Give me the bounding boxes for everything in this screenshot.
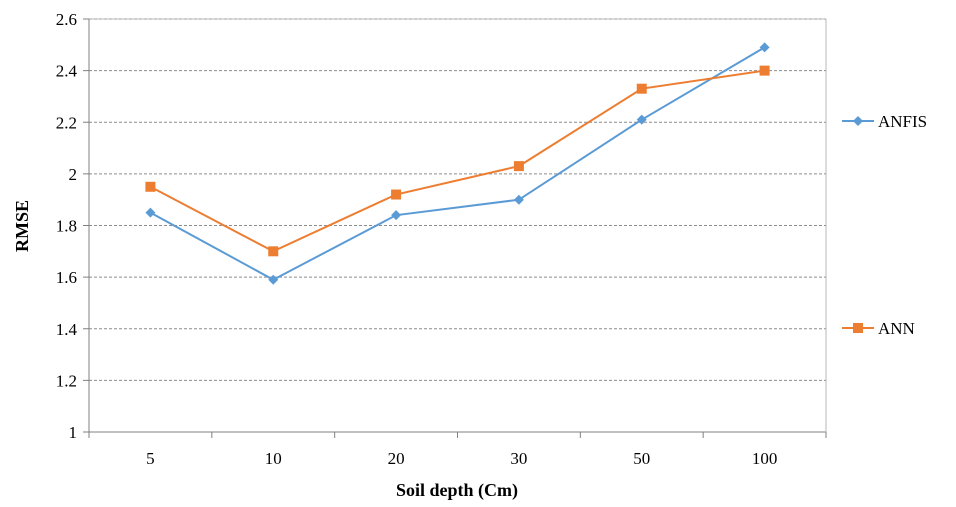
y-tick-label: 2.4	[56, 62, 78, 81]
legend: ANFIS ANN	[842, 112, 927, 338]
y-tick-label: 2	[69, 165, 78, 184]
y-tick-label: 1.6	[56, 268, 77, 287]
data-point-anfis	[513, 194, 524, 205]
x-tick-labels: 5 10 20 30 50 100	[146, 449, 777, 468]
y-tick-label: 1.4	[56, 320, 78, 339]
data-point-anfis	[636, 114, 647, 125]
data-point-anfis	[268, 274, 279, 285]
data-point-ann	[513, 161, 524, 172]
y-tick-labels: 1 1.2 1.4 1.6 1.8 2 2.2 2.4 2.6	[56, 10, 78, 442]
gridlines	[89, 18, 826, 381]
x-tick-label: 30	[510, 449, 527, 468]
y-tick-label: 1.2	[56, 371, 77, 390]
y-tick-label: 2.6	[56, 10, 77, 29]
axes	[83, 18, 827, 438]
y-tick-label: 1.8	[56, 217, 77, 236]
data-point-ann	[145, 181, 156, 192]
x-tick-label: 50	[633, 449, 650, 468]
y-tick-label: 1	[69, 423, 78, 442]
legend-label: ANFIS	[878, 112, 927, 131]
data-point-ann	[391, 189, 402, 200]
x-tick-label: 100	[752, 449, 778, 468]
x-tick-label: 10	[265, 449, 282, 468]
data-point-anfis	[391, 210, 402, 221]
data-point-ann	[268, 246, 279, 257]
data-point-ann	[636, 83, 647, 94]
series-line-ann	[149, 69, 765, 253]
legend-diamond-marker	[853, 116, 863, 126]
series-line-anfis	[149, 46, 766, 281]
legend-item-anfis: ANFIS	[842, 112, 927, 131]
y-axis-title: RMSE	[12, 200, 32, 252]
x-tick-label: 20	[388, 449, 405, 468]
data-point-anfis	[145, 207, 156, 218]
y-tick-label: 2.2	[56, 113, 77, 132]
series-lines	[145, 42, 770, 285]
x-tick-label: 5	[146, 449, 155, 468]
x-axis-title: Soil depth (Cm)	[396, 480, 518, 501]
legend-label: ANN	[878, 319, 915, 338]
data-point-anfis	[759, 42, 770, 53]
legend-square-marker	[853, 323, 863, 333]
legend-item-ann: ANN	[842, 319, 915, 338]
data-point-ann	[759, 65, 770, 76]
